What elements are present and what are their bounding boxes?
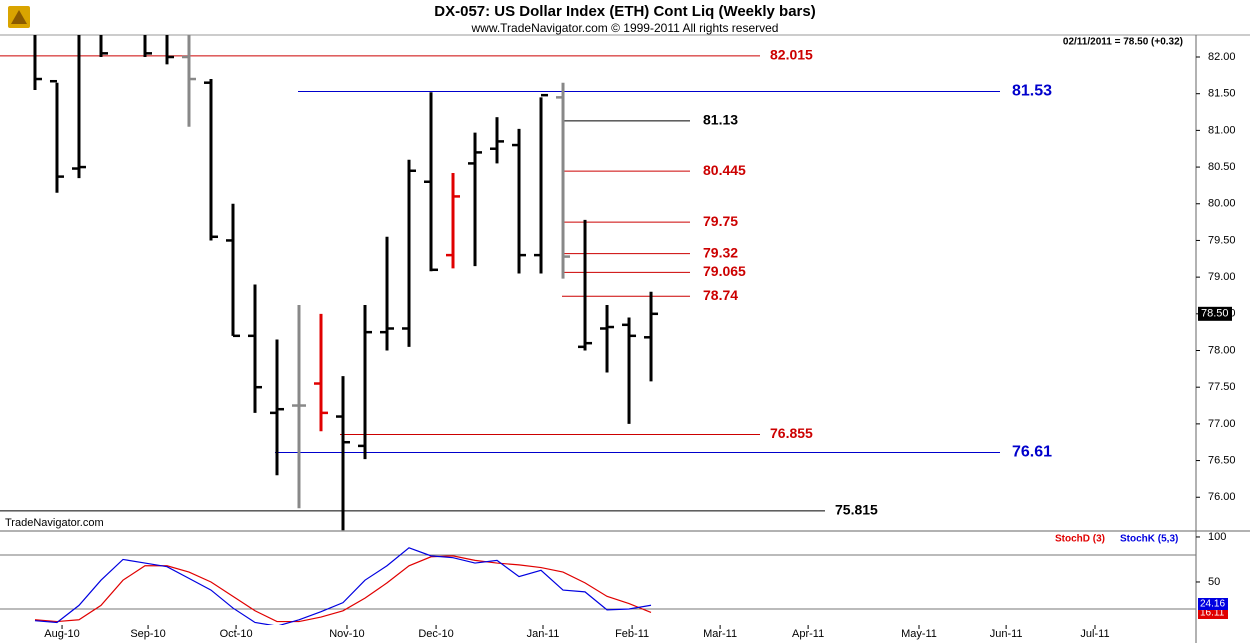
last-value-label: 16.11 (1200, 608, 1225, 619)
x-tick-label: Mar-11 (703, 628, 737, 640)
x-tick-label: Dec-10 (418, 628, 453, 640)
x-tick-label: Feb-11 (615, 628, 649, 640)
y-tick-label: 79.00 (1208, 271, 1236, 283)
x-tick-label: Apr-11 (792, 628, 824, 640)
y-tick-label: 81.00 (1208, 124, 1236, 136)
level-label: 81.13 (703, 112, 738, 128)
y-tick-label: 76.00 (1208, 491, 1236, 503)
level-label: 79.065 (703, 263, 746, 279)
x-tick-label: Jun-11 (990, 628, 1023, 640)
y-tick-label: 76.50 (1208, 454, 1236, 466)
level-label: 80.445 (703, 162, 746, 178)
x-tick-label: Jan-11 (527, 628, 560, 640)
level-label: 78.74 (703, 287, 738, 303)
last-price-label: 78.50 (1201, 308, 1229, 320)
stoch-line (34, 547, 652, 625)
last-price-box (1198, 306, 1232, 321)
y-tick-label: 82.00 (1208, 51, 1236, 63)
y-tick-label: 77.00 (1208, 418, 1236, 430)
y-tick-label: 78.00 (1208, 344, 1236, 356)
level-label: 75.815 (835, 502, 878, 518)
x-tick-label: Aug-10 (44, 628, 79, 640)
level-label: 79.32 (703, 244, 738, 260)
x-tick-label: Oct-10 (220, 628, 253, 640)
last-value-label: 24.16 (1200, 599, 1225, 610)
y-tick-label: 81.50 (1208, 88, 1236, 100)
status: 02/11/2011 = 78.50 (+0.32) (1063, 37, 1183, 48)
y-tick-label: 50 (1208, 576, 1220, 588)
x-tick-label: May-11 (901, 628, 937, 640)
y-tick-label: 80.00 (1208, 198, 1236, 210)
level-label: 81.53 (1012, 83, 1052, 100)
y-tick-label: 79.50 (1208, 234, 1236, 246)
legend-entry: StochD (3) (1055, 534, 1105, 545)
plot-area: 82.015 81.53 81.13 80.445 79.75 79.32 79.065 78… (0, 35, 1052, 531)
chart-subtitle: www.TradeNavigator.com © 1999-2011 All r… (471, 21, 779, 35)
level-label: 76.855 (770, 425, 813, 441)
plot-area (0, 547, 1196, 625)
level-label: 76.61 (1012, 444, 1052, 461)
legend-entry: StochK (5,3) (1120, 534, 1178, 545)
watermark: TradeNavigator.com (5, 517, 104, 529)
x-tick-label: Jul-11 (1080, 628, 1109, 640)
y-tick-label: 80.50 (1208, 161, 1236, 173)
logo (8, 6, 30, 28)
y-tick-label: 100 (1208, 531, 1226, 543)
y-tick-label: 77.50 (1208, 381, 1236, 393)
chart-title: DX-057: US Dollar Index (ETH) Cont Liq (… (434, 3, 815, 20)
x-tick-label: Sep-10 (130, 628, 165, 640)
level-label: 82.015 (770, 47, 813, 63)
level-label: 79.75 (703, 213, 738, 229)
last-value-box (1198, 598, 1228, 610)
x-tick-label: Nov-10 (329, 628, 364, 640)
stoch-line (34, 555, 652, 623)
